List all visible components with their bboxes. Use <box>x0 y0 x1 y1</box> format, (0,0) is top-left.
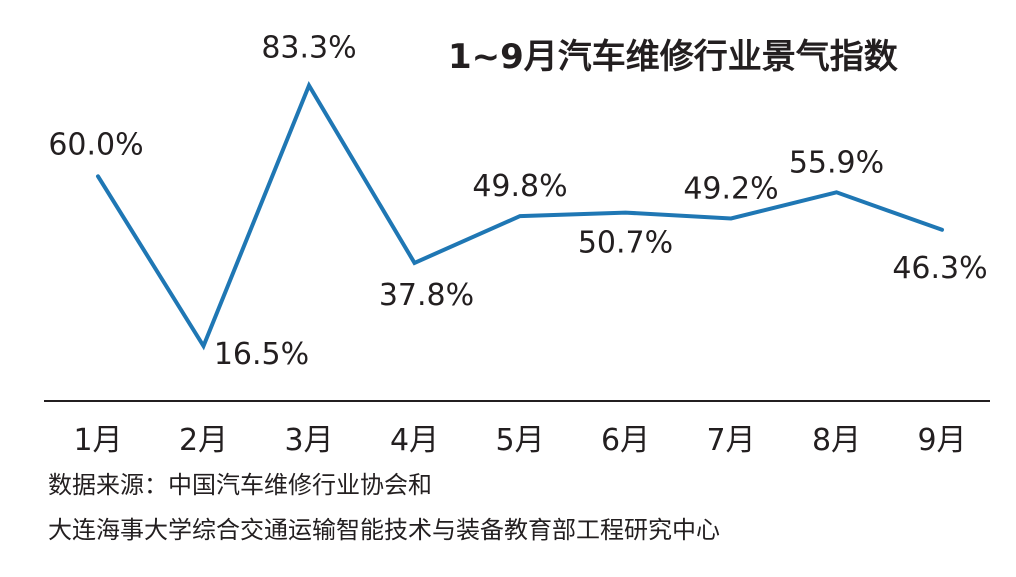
chart-title: 1~9月汽车维修行业景气指数 <box>448 37 898 77</box>
data-label: 83.3% <box>261 31 356 66</box>
x-tick-label: 7月 <box>706 423 755 458</box>
data-label: 50.7% <box>578 226 673 261</box>
x-tick-label: 3月 <box>284 423 333 458</box>
data-label: 49.8% <box>472 169 567 204</box>
data-label: 55.9% <box>789 145 884 180</box>
data-label: 16.5% <box>214 337 309 372</box>
series-line <box>96 81 944 351</box>
data-label: 49.2% <box>683 172 778 207</box>
source-line-2: 大连海事大学综合交通运输智能技术与装备教育部工程研究中心 <box>48 516 720 544</box>
data-label: 37.8% <box>379 278 474 313</box>
data-labels-group: 60.0% 16.5% 83.3% 37.8% 49.8% 50.7% 49.2% 55.9%… <box>48 31 987 373</box>
x-tick-labels-group: 1月 2月 3月 4月 5月 6月 7月 8月 9月 <box>73 423 966 458</box>
x-tick-label: 6月 <box>601 423 650 458</box>
x-tick-label: 8月 <box>812 423 861 458</box>
x-tick-label: 4月 <box>390 423 439 458</box>
x-tick-label: 5月 <box>495 423 544 458</box>
source-line-1: 数据来源：中国汽车维修行业协会和 <box>48 471 432 499</box>
x-tick-label: 2月 <box>179 423 228 458</box>
x-tick-label: 9月 <box>917 423 966 458</box>
data-label: 60.0% <box>48 127 143 162</box>
x-tick-label: 1月 <box>73 423 122 458</box>
data-label: 46.3% <box>892 251 987 286</box>
